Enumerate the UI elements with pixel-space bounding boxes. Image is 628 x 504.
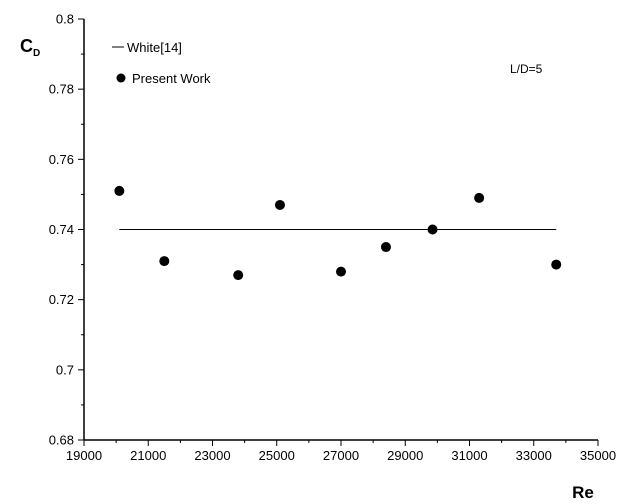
x-axis-title: Re xyxy=(572,483,594,502)
y-tick-label: 0.68 xyxy=(49,433,74,448)
annotation-label: L/D=5 xyxy=(510,62,543,76)
x-tick-label: 25000 xyxy=(259,448,295,463)
data-point xyxy=(336,266,346,277)
y-tick-label: 0.72 xyxy=(49,292,74,307)
legend-label-white: White[14] xyxy=(127,40,182,55)
x-tick-label: 31000 xyxy=(451,448,487,463)
y-tick-label: 0.7 xyxy=(56,362,74,377)
data-point xyxy=(159,256,170,267)
x-ticks: 19000 21000 23000 25000 27000 29000 31000 33000… xyxy=(66,440,616,463)
x-tick-label: 21000 xyxy=(130,448,166,463)
legend: White[14] Present Work xyxy=(112,40,211,86)
y-tick-label: 0.78 xyxy=(49,82,74,97)
y-ticks: 0.68 0.7 0.72 0.74 0.76 0.78 0.8 xyxy=(49,12,84,448)
x-tick-label: 23000 xyxy=(194,448,230,463)
data-point xyxy=(114,185,125,196)
y-tick-label: 0.8 xyxy=(56,12,74,27)
y-axis-title: CD xyxy=(20,36,40,59)
legend-label-present-work: Present Work xyxy=(132,71,211,86)
data-point xyxy=(474,192,485,203)
x-tick-label: 29000 xyxy=(387,448,423,463)
legend-marker-swatch xyxy=(116,73,126,83)
data-point xyxy=(233,270,244,281)
data-point xyxy=(274,199,285,210)
x-tick-label: 33000 xyxy=(516,448,552,463)
y-tick-label: 0.74 xyxy=(49,222,74,237)
data-point xyxy=(380,242,391,253)
y-tick-label: 0.76 xyxy=(49,152,74,167)
data-point xyxy=(551,259,562,270)
x-tick-label: 19000 xyxy=(66,448,102,463)
data-point xyxy=(427,224,438,235)
present-work-series xyxy=(114,185,562,281)
x-tick-label: 27000 xyxy=(323,448,359,463)
x-tick-label: 35000 xyxy=(580,448,616,463)
